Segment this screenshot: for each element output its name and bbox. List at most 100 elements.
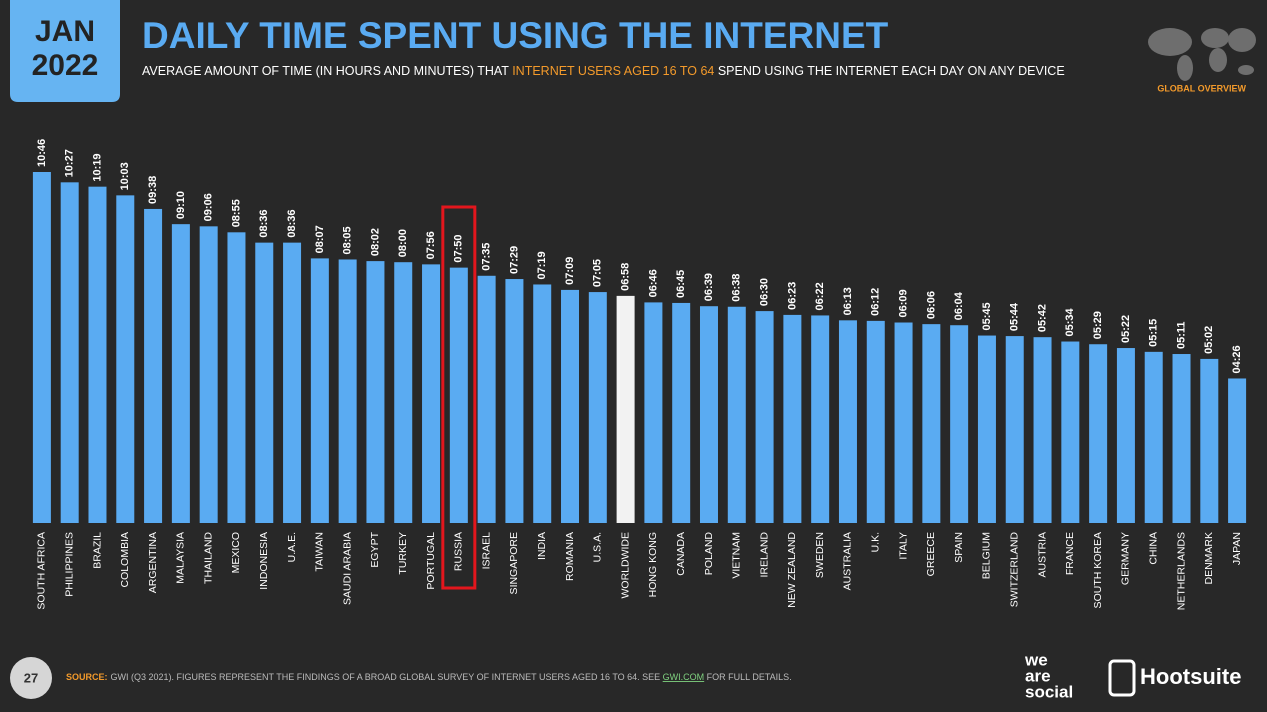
x-tick-label: AUSTRIA [1036,532,1048,578]
subtitle: AVERAGE AMOUNT OF TIME (IN HOURS AND MIN… [142,64,1065,78]
value-label: 06:30 [758,278,770,306]
bar [922,324,941,523]
date-box [10,0,120,102]
page-number: 27 [24,670,38,685]
x-tick-label: TURKEY [397,532,409,575]
value-label: 09:38 [147,176,159,204]
value-label: 08:55 [230,199,242,227]
bar [755,311,774,523]
bar [310,258,329,523]
bar [116,195,135,523]
bar [505,279,524,523]
x-tick-label: VIETNAM [731,532,743,579]
bar [199,226,218,524]
value-label: 05:34 [1064,308,1076,337]
bar [1089,344,1108,523]
x-tick-label: THAILAND [202,532,214,584]
bar [171,224,190,523]
x-tick-label: CANADA [675,532,687,576]
value-label: 08:05 [342,226,354,254]
x-tick-label: U.K. [870,532,882,552]
bar [366,261,385,523]
x-tick-label: NEW ZEALAND [786,532,798,608]
value-label: 08:07 [314,225,326,253]
value-label: 06:04 [953,291,965,320]
x-tick-label: BRAZIL [91,532,103,569]
x-tick-label: ROMANIA [564,532,576,581]
bar [338,259,357,523]
logo-text: we [1024,650,1048,669]
x-tick-label: GREECE [925,532,937,576]
value-label: 06:06 [925,291,937,319]
bar [227,232,246,523]
highlight-box [441,205,477,590]
value-label: 08:00 [397,229,409,257]
bar [561,289,580,523]
value-label: 04:26 [1231,345,1243,373]
x-tick-label: ARGENTINA [147,532,159,593]
value-label: 05:44 [1009,302,1021,331]
value-label: 07:09 [564,257,576,285]
source-link[interactable]: GWI.COM [663,672,705,682]
bar [950,325,969,523]
world-map [1148,28,1256,81]
chart-title: DAILY TIME SPENT USING THE INTERNET [142,15,889,56]
value-label: 06:58 [620,263,632,291]
x-tick-label: IRELAND [758,532,770,578]
value-label: 05:11 [1175,321,1187,349]
x-tick-label: FRANCE [1064,532,1076,575]
bar [616,295,635,523]
value-label: 05:29 [1092,311,1104,339]
bar [977,335,996,523]
x-tick-label: CHINA [1147,532,1159,565]
subtitle-part: AVERAGE AMOUNT OF TIME (IN HOURS AND MIN… [142,64,512,78]
bar [588,292,607,523]
value-label: 05:02 [1203,326,1215,354]
x-tick-label: COLOMBIA [119,532,131,587]
x-tick-label: PHILIPPINES [63,532,75,597]
x-tick-label: TAIWAN [314,532,326,572]
x-tick-label: SWEDEN [814,532,826,578]
bar [727,306,746,523]
bar [672,302,691,523]
bar [477,275,496,523]
logo-text: are [1025,666,1051,685]
month: JAN [35,15,95,48]
value-label: 07:35 [481,243,493,271]
bar [811,315,830,523]
bar [1033,337,1052,523]
bar [394,262,413,523]
section-label: GLOBAL OVERVIEW [1157,83,1246,93]
bar [1116,348,1135,523]
source: SOURCE: GWI (Q3 2021). FIGURES REPRESENT … [66,672,792,682]
x-tick-label: MEXICO [230,532,242,573]
x-tick-label: EGYPT [369,531,381,567]
x-tick-label: SPAIN [953,532,965,563]
value-label: 06:13 [842,287,854,315]
value-label: 10:19 [91,154,103,182]
value-label: 06:12 [870,288,882,316]
value-label: 07:19 [536,251,548,279]
x-tick-label: AUSTRALIA [842,532,854,590]
x-tick-label: NETHERLANDS [1175,532,1187,610]
source-label: SOURCE: [66,672,108,682]
x-tick-label: JAPAN [1231,532,1243,565]
bar [1228,378,1247,523]
x-tick-label: INDONESIA [258,532,270,590]
value-label: 09:06 [203,193,215,221]
bar [1144,351,1163,523]
bar [699,306,718,523]
bar [88,186,107,523]
value-label: 05:15 [1148,319,1160,347]
bar [644,302,663,523]
bar [533,284,552,523]
value-label: 10:27 [64,149,76,177]
value-label: 08:36 [258,209,270,237]
bar [255,242,274,523]
value-label: 08:02 [369,228,381,256]
x-tick-label: PORTUGAL [425,532,437,590]
source-end: FOR FULL DETAILS. [704,672,792,682]
x-tick-label: U.A.E. [286,532,298,562]
value-label: 06:22 [814,282,826,310]
